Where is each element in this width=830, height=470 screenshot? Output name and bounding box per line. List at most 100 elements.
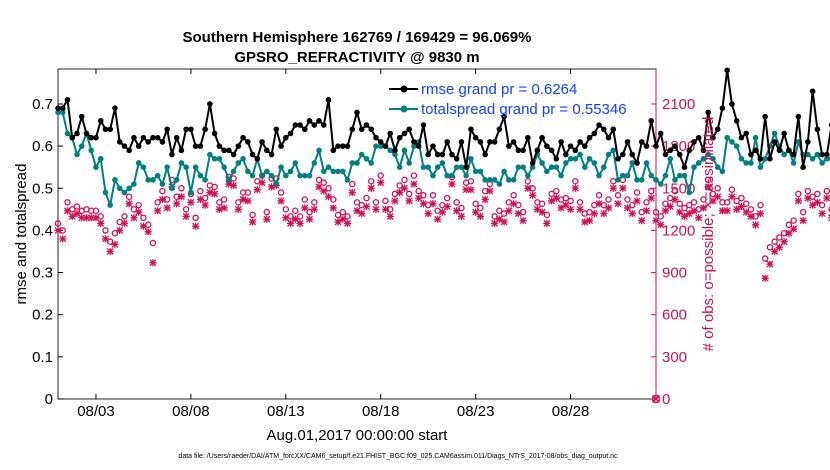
- y-axis-left: 0 0.1 0.2 0.3 0.4 0.5 0.6 0.7: [32, 96, 63, 408]
- rmse-point: [748, 151, 754, 158]
- obs-assimilated-point: [248, 218, 257, 226]
- obs-possible-point: [790, 217, 797, 224]
- rmse-point: [506, 143, 512, 149]
- obs-possible-point: [125, 193, 133, 200]
- rmse-point: [69, 134, 76, 141]
- obs-possible-point: [766, 244, 774, 251]
- obs-assimilated-point: [790, 225, 798, 233]
- obs-assimilated-point: [410, 180, 418, 188]
- right-axis-zero-markers: [651, 394, 661, 404]
- obs-assimilated-point: [766, 260, 774, 268]
- obs-assimilated-point: [353, 207, 361, 215]
- totalspread-point: [686, 189, 693, 196]
- rmse-point: [202, 126, 208, 133]
- rmse-point: [776, 147, 783, 154]
- obs-assimilated-point: [510, 200, 518, 208]
- obs-possible-point: [576, 199, 584, 206]
- obs-possible-point: [178, 185, 185, 192]
- obs-assimilated-point: [756, 209, 765, 218]
- obs-assimilated-point: [78, 214, 86, 222]
- rmse-point: [771, 139, 778, 145]
- obs-possible-point: [785, 221, 793, 229]
- legend: rmse grand pr = 0.6264 totalspread grand…: [389, 81, 627, 118]
- totalspread-point: [387, 147, 394, 154]
- obs-assimilated-point: [381, 205, 390, 213]
- totalspread-point: [634, 177, 640, 183]
- totalspread-point: [102, 189, 109, 196]
- rmse-point: [278, 143, 284, 149]
- totalspread-point: [164, 164, 170, 170]
- obs-possible-point: [776, 234, 783, 241]
- obs-assimilated-point: [73, 209, 81, 218]
- rmse-point: [691, 139, 697, 145]
- rmse-point: [188, 126, 194, 133]
- obs-possible-point: [605, 196, 612, 203]
- rmse-point: [264, 147, 270, 154]
- obs-assimilated-point: [405, 197, 413, 205]
- totalspread-point: [154, 172, 161, 179]
- obs-assimilated-point: [823, 194, 830, 202]
- obs-possible-point: [159, 187, 166, 195]
- obs-assimilated-point: [391, 197, 399, 205]
- totalspread-point: [643, 160, 650, 166]
- obs-possible-point: [828, 206, 830, 213]
- obs-possible-point: [733, 197, 740, 205]
- rmse-point: [510, 139, 517, 145]
- rmse-point: [173, 134, 180, 141]
- obs-possible-point: [572, 177, 579, 185]
- rmse-point: [515, 147, 522, 154]
- totalspread-point: [107, 202, 114, 208]
- obs-possible-point: [685, 201, 693, 209]
- obs-possible-point: [761, 255, 769, 262]
- rmse-point: [705, 109, 712, 116]
- rmse-point: [411, 139, 417, 145]
- rmse-point: [406, 126, 413, 133]
- y-tick-label: 0: [45, 391, 53, 408]
- obs-assimilated-point: [761, 274, 769, 282]
- totalspread-point: [316, 147, 322, 154]
- obs-assimilated-point: [543, 219, 551, 227]
- totalspread-point: [733, 143, 740, 149]
- obs-assimilated-point: [239, 195, 247, 204]
- rmse-line: [58, 69, 830, 169]
- rmse-point: [439, 151, 446, 158]
- obs-possible-point: [524, 177, 532, 185]
- rmse-point: [287, 130, 294, 137]
- obs-assimilated-point: [339, 215, 347, 223]
- obs-assimilated-point: [438, 208, 447, 216]
- obs-possible-point: [538, 200, 546, 207]
- rmse-point: [596, 122, 602, 128]
- obs-assimilated-point: [600, 209, 608, 218]
- totalspread-point: [245, 168, 251, 175]
- rmse-point: [610, 126, 617, 133]
- rmse-point: [662, 151, 669, 158]
- obs-assimilated-point: [728, 193, 736, 201]
- rmse-point: [131, 134, 137, 141]
- obs-possible-point: [671, 187, 679, 195]
- rmse-point: [311, 122, 318, 128]
- obs-possible-point: [140, 214, 147, 222]
- rmse-point: [415, 143, 422, 149]
- obs-assimilated-point: [286, 219, 295, 227]
- obs-assimilated-point: [396, 188, 404, 197]
- totalspread-point: [169, 185, 175, 192]
- x-tick-label: 08/03: [77, 403, 115, 420]
- rmse-point: [520, 147, 526, 154]
- obs-possible-point: [121, 213, 128, 220]
- rmse-point: [245, 139, 251, 145]
- obs-assimilated-point: [429, 200, 437, 208]
- totalspread-point: [705, 151, 712, 158]
- rmse-point: [757, 155, 764, 162]
- totalspread-point: [112, 177, 118, 183]
- obs-assimilated-point: [196, 195, 204, 204]
- obs-possible-point: [624, 196, 631, 203]
- obs-possible-point: [477, 204, 484, 212]
- totalspread-point: [311, 160, 318, 166]
- obs-assimilated-point: [173, 200, 181, 208]
- obs-possible-point: [771, 238, 778, 245]
- obs-possible-point: [334, 211, 342, 219]
- totalspread-point: [406, 160, 413, 166]
- totalspread-point: [344, 177, 351, 183]
- obs-assimilated-point: [59, 235, 67, 243]
- rmse-point: [577, 139, 583, 145]
